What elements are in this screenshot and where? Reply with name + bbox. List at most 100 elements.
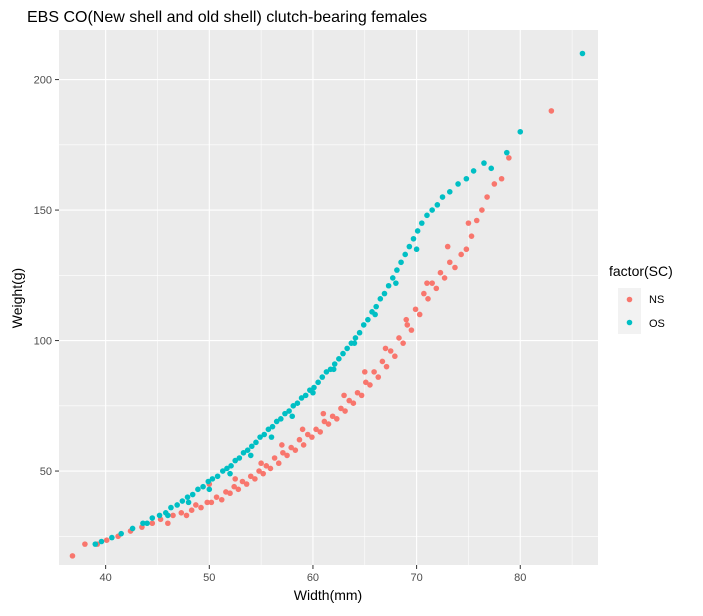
data-point-ns <box>433 285 440 292</box>
data-point-os <box>424 212 430 219</box>
data-point-os <box>168 504 174 511</box>
data-point-os <box>156 512 163 519</box>
data-point-ns <box>271 455 278 461</box>
data-point-ns <box>280 449 286 456</box>
data-point-os <box>269 423 276 430</box>
data-point-os <box>315 379 321 386</box>
data-point-os <box>205 478 212 485</box>
data-point-os <box>227 470 233 477</box>
data-point-ns <box>412 306 419 313</box>
data-point-ns <box>82 541 88 547</box>
data-point-os <box>336 356 342 362</box>
data-point-ns <box>350 400 357 406</box>
series-os-points <box>92 50 586 547</box>
data-point-ns <box>178 510 185 516</box>
data-point-os <box>331 361 338 367</box>
y-tick-label: 100 <box>34 336 52 348</box>
data-point-ns <box>371 369 377 375</box>
data-point-os <box>503 149 510 156</box>
legend-key-os <box>626 319 633 326</box>
data-point-os <box>434 202 441 208</box>
data-point-ns <box>267 465 274 472</box>
data-point-ns <box>263 463 270 469</box>
data-point-os <box>429 207 435 213</box>
data-point-os <box>248 443 255 450</box>
data-point-ns <box>473 217 480 224</box>
data-point-ns <box>465 220 472 226</box>
data-point-ns <box>279 442 285 448</box>
data-point-os <box>356 329 363 336</box>
data-point-os <box>209 476 216 482</box>
data-point-os <box>311 384 317 391</box>
data-point-os <box>149 515 156 521</box>
data-point-ns <box>309 434 315 440</box>
data-point-os <box>389 275 396 281</box>
data-point-ns <box>296 436 303 443</box>
y-axis-ticks: 50 100 150 200 <box>34 75 59 478</box>
data-point-os <box>373 303 379 310</box>
data-point-os <box>413 246 420 253</box>
data-point-ns <box>325 421 332 427</box>
data-point-os <box>278 416 284 422</box>
data-point-ns <box>333 416 340 422</box>
data-point-ns <box>446 259 453 266</box>
data-point-ns <box>313 426 319 433</box>
data-point-ns <box>247 473 254 480</box>
data-point-os <box>446 189 453 195</box>
data-point-os <box>92 541 99 547</box>
data-point-os <box>410 235 417 242</box>
data-point-os <box>268 434 275 440</box>
data-point-os <box>294 400 301 406</box>
data-point-ns <box>375 374 382 380</box>
data-point-os <box>200 483 206 490</box>
data-point-os <box>398 259 404 266</box>
data-point-os <box>385 282 392 289</box>
data-point-ns <box>292 447 299 453</box>
data-point-os <box>351 340 358 346</box>
data-point-os <box>439 194 446 200</box>
data-point-ns <box>396 335 402 341</box>
data-point-ns <box>463 246 470 253</box>
data-point-os <box>414 228 421 234</box>
data-point-os <box>394 267 400 273</box>
data-point-ns <box>408 327 415 333</box>
data-point-os <box>310 389 316 396</box>
data-point-os <box>185 499 192 506</box>
data-point-os <box>406 243 413 250</box>
data-point-os <box>488 165 495 172</box>
data-point-ns <box>506 155 512 161</box>
data-point-os <box>165 512 171 519</box>
data-point-os <box>286 408 292 414</box>
data-point-ns <box>444 243 451 250</box>
chart-title: EBS CO(New shell and old shell) clutch-b… <box>27 9 427 26</box>
data-point-os <box>344 345 350 352</box>
data-point-ns <box>321 418 328 425</box>
data-point-os <box>323 369 330 375</box>
data-point-ns <box>218 496 225 503</box>
data-point-ns <box>317 429 324 435</box>
data-point-ns <box>232 476 239 482</box>
data-point-ns <box>424 280 430 286</box>
data-point-ns <box>165 520 171 527</box>
x-axis-ticks: 40 50 60 70 80 <box>100 565 526 584</box>
data-point-os <box>179 498 186 504</box>
data-point-ns <box>304 431 311 438</box>
data-point-os <box>184 494 191 500</box>
data-point-ns <box>363 379 369 386</box>
x-tick-label: 50 <box>203 572 215 584</box>
data-point-os <box>174 502 180 508</box>
data-point-ns <box>441 275 448 281</box>
data-point-ns <box>342 408 348 414</box>
data-point-ns <box>437 269 444 276</box>
data-point-ns <box>416 311 423 318</box>
data-point-ns <box>183 512 190 519</box>
data-point-os <box>463 175 470 182</box>
data-point-os <box>273 418 280 425</box>
data-point-os <box>129 525 136 532</box>
data-point-ns <box>548 108 555 114</box>
legend-key-ns <box>626 296 633 303</box>
data-point-os <box>365 316 371 323</box>
data-point-ns <box>341 392 347 399</box>
data-point-ns <box>193 502 199 508</box>
data-point-ns <box>227 490 233 497</box>
